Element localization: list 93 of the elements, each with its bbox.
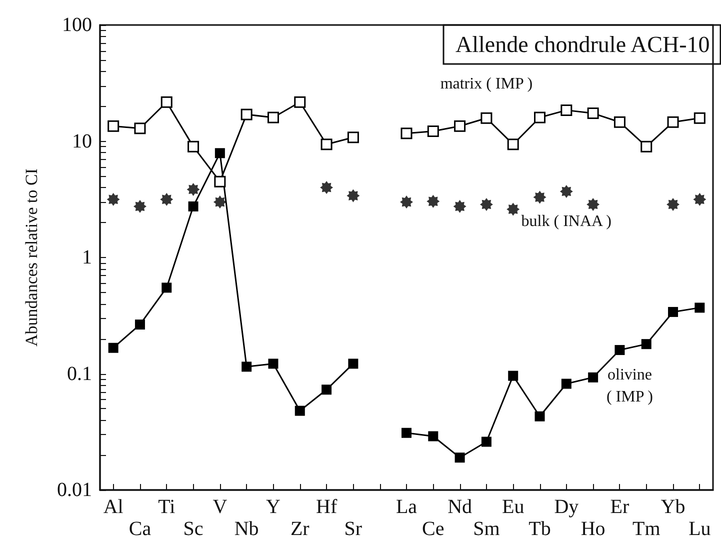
point xyxy=(481,436,492,447)
point xyxy=(400,128,412,140)
point xyxy=(268,358,278,369)
point xyxy=(320,138,332,150)
series-label: olivine ( IMP ) xyxy=(606,366,653,406)
point xyxy=(506,202,520,216)
point xyxy=(641,339,652,350)
point xyxy=(134,320,145,330)
point xyxy=(666,198,680,211)
x-tick-label: Sc xyxy=(183,518,204,540)
point xyxy=(214,176,226,188)
x-tick-label: Nb xyxy=(234,518,259,540)
x-tick-label: Ce xyxy=(422,518,444,540)
x-tick-label: Ca xyxy=(128,518,152,540)
point xyxy=(160,192,174,206)
y-tick-label: 0.1 xyxy=(67,362,92,385)
point xyxy=(694,302,705,313)
point xyxy=(668,306,678,317)
point xyxy=(347,132,359,144)
point xyxy=(108,342,118,353)
point xyxy=(614,116,626,128)
x-tick-label: Lu xyxy=(688,518,711,540)
point xyxy=(508,370,518,381)
y-tick-label: 0.01 xyxy=(57,479,92,501)
point xyxy=(134,122,146,134)
y-tick-label: 1 xyxy=(82,246,92,268)
point xyxy=(507,138,519,150)
point xyxy=(400,196,413,209)
point xyxy=(402,428,412,438)
point xyxy=(160,96,172,108)
point xyxy=(614,345,625,356)
point xyxy=(106,192,120,206)
point xyxy=(480,112,492,124)
point xyxy=(694,112,706,124)
series-label: matrix ( IMP ) xyxy=(440,76,533,93)
x-tick-label: Zr xyxy=(290,518,310,540)
point xyxy=(667,116,679,128)
point xyxy=(294,96,306,108)
x-tick-label: Er xyxy=(610,496,630,518)
point xyxy=(534,411,545,422)
point xyxy=(427,125,439,137)
point xyxy=(534,112,546,124)
point xyxy=(428,431,438,442)
x-tick-label: Nd xyxy=(448,496,472,518)
point xyxy=(454,120,466,132)
point xyxy=(320,181,334,194)
y-axis-title: Abundances relative to CI xyxy=(22,168,41,346)
point xyxy=(188,201,198,212)
point xyxy=(640,140,652,152)
x-tick-label: V xyxy=(212,496,228,518)
point xyxy=(586,198,600,211)
point xyxy=(213,196,226,209)
chart-title: Allende chondrule ACH-10 xyxy=(456,32,710,57)
point xyxy=(108,120,120,132)
point xyxy=(267,112,279,124)
point xyxy=(426,194,440,208)
point xyxy=(480,198,493,211)
point xyxy=(533,190,546,204)
point xyxy=(186,182,200,196)
x-tick-label: Eu xyxy=(502,496,524,518)
x-tick-label: Sr xyxy=(344,518,362,540)
point xyxy=(133,200,146,213)
point xyxy=(322,384,332,395)
point xyxy=(294,406,305,416)
point xyxy=(453,200,466,213)
x-tick-label: Sm xyxy=(473,518,500,540)
point xyxy=(348,358,358,369)
point xyxy=(561,378,572,389)
x-tick-label: Hf xyxy=(316,496,338,518)
x-tick-label: Ho xyxy=(580,518,606,540)
point xyxy=(560,184,573,198)
y-tick-label: 100 xyxy=(62,14,92,36)
point xyxy=(588,372,598,382)
x-tick-label: Tb xyxy=(528,518,551,540)
x-tick-label: Tm xyxy=(632,518,661,540)
point xyxy=(346,189,360,202)
point xyxy=(587,108,599,120)
point xyxy=(454,452,465,463)
x-tick-label: Y xyxy=(266,496,280,518)
x-tick-label: La xyxy=(396,496,418,518)
x-tick-label: Dy xyxy=(554,496,579,518)
y-tick-label: 10 xyxy=(72,130,92,152)
point xyxy=(188,140,200,152)
x-tick-label: Al xyxy=(103,496,124,518)
point xyxy=(162,282,172,293)
x-tick-label: Ti xyxy=(158,496,176,518)
x-tick-label: Yb xyxy=(660,496,686,518)
point xyxy=(240,108,252,120)
point xyxy=(214,148,225,158)
series-label: bulk ( INAA ) xyxy=(521,212,612,230)
point xyxy=(693,192,706,206)
point xyxy=(242,362,252,372)
point xyxy=(560,104,572,116)
